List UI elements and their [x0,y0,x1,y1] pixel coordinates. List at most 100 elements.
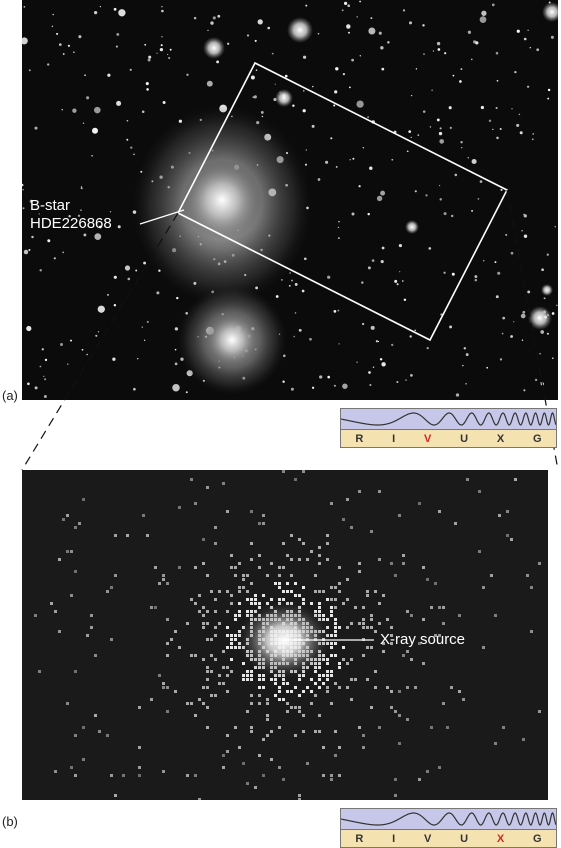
star [227,42,230,45]
xray-pixel [246,674,249,677]
xray-pixel [322,774,325,777]
star [511,108,513,110]
star [436,118,440,122]
xray-pixel [218,682,221,685]
star [356,361,358,363]
star [451,272,455,276]
star [80,187,83,190]
xray-pixel [190,478,193,481]
star [348,31,350,34]
xray-pixel [278,574,281,577]
star [303,90,305,92]
star [348,86,351,89]
xray-pixel [378,622,381,625]
star [414,190,417,193]
xray-pixel [330,670,333,673]
xray-pixel [370,618,373,621]
xray-pixel [438,606,441,609]
xray-pixel [538,710,541,713]
star [160,44,163,47]
star [317,178,321,181]
xray-pixel [202,606,205,609]
xray-pixel [234,574,237,577]
star [414,329,416,332]
xray-pixel [390,634,393,637]
xray-pixel [158,674,161,677]
star [402,9,406,12]
xray-pixel [66,550,69,553]
xray-pixel [390,706,393,709]
star [536,48,540,52]
star [34,126,38,130]
xray-pixel [394,794,397,797]
band-r: R [355,432,364,445]
xray-pixel [298,678,301,681]
star [130,146,133,149]
xray-pixel [142,514,145,517]
star [95,334,98,337]
star [298,328,302,332]
star [491,3,495,7]
xray-pixel [214,542,217,545]
star [83,233,87,237]
star [408,21,413,25]
star [330,137,333,140]
star [495,295,499,299]
star [482,259,485,262]
xray-pixel [418,502,421,505]
xray-pixel [190,702,193,705]
xray-pixel [214,694,217,697]
star [34,386,38,390]
xray-pixel [230,670,233,673]
xray-pixel [346,662,349,665]
xray-pixel [426,770,429,773]
xray-pixel [158,582,161,585]
xray-image-panel: X-ray source [22,470,548,800]
star [127,277,131,281]
xray-pixel [374,686,377,689]
xray-pixel [314,730,317,733]
star [496,79,499,82]
star [554,226,556,228]
xray-pixel [74,570,77,573]
xray-pixel [430,726,433,729]
xray-pixel [438,510,441,513]
xray-pixel [406,686,409,689]
star [439,139,445,144]
xray-pixel [154,566,157,569]
star [31,235,34,239]
star [359,0,361,3]
xray-pixel [330,586,333,589]
star [146,88,149,91]
star [22,37,28,45]
xray-pixel [406,718,409,721]
star [513,321,515,323]
xray-pixel [298,558,301,561]
star [92,127,98,134]
xray-pixel [482,586,485,589]
xray-pixel [274,694,277,697]
star [452,74,455,77]
xray-pixel [406,650,409,653]
xray-pixel [230,638,233,641]
star [488,119,492,123]
star [463,347,466,350]
xray-pixel [150,698,153,701]
star [72,108,77,113]
xray-pixel [342,602,345,605]
xray-pixel [294,594,297,597]
star [539,352,541,355]
star [290,387,294,391]
xray-pixel [234,726,237,729]
xray-pixel [338,746,341,749]
xray-pixel [254,602,257,605]
xray-pixel [378,490,381,493]
xray-pixel [290,574,293,577]
xray-pixel [278,726,281,729]
star [460,141,463,144]
star [22,189,24,191]
xray-pixel [306,686,309,689]
xray-pixel [162,686,165,689]
star [471,209,474,212]
xray-pixel [254,594,257,597]
